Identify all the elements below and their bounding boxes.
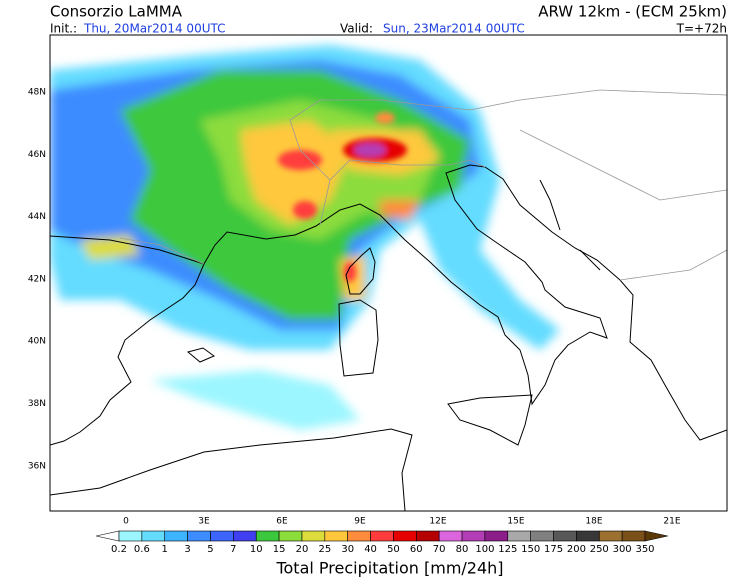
colorbar-swatch (438, 530, 463, 542)
colorbar-label: 125 (498, 544, 517, 555)
colorbar-swatch (598, 530, 623, 542)
coastlines (50, 164, 727, 511)
colorbar-swatch (301, 530, 326, 542)
colorbar-label: 25 (318, 544, 331, 555)
colorbar-label: 30 (341, 544, 354, 555)
colorbar-label: 150 (521, 544, 540, 555)
colorbar-swatch (507, 530, 531, 542)
colorbar-swatch (210, 530, 234, 542)
colorbar-swatch (370, 530, 394, 542)
header-title: Consorzio LaMMA (50, 3, 183, 21)
colorbar-over (644, 530, 668, 542)
colorbar: 0.2 0.6 1 3 5 7 10 15 20 25 30 40 50 60 70 80 100 125 150 1… (96, 530, 668, 555)
map-frame (49, 34, 728, 512)
colorbar-label: 175 (544, 544, 563, 555)
colorbar-under (96, 530, 120, 542)
valid-date: Sun, 23Mar2014 00UTC (383, 22, 525, 36)
colorbar-label: 3 (184, 544, 190, 555)
colorbar-label: 7 (230, 544, 236, 555)
colorbar-swatch (141, 530, 166, 542)
colorbar-label: 50 (387, 544, 400, 555)
lon-label: 21E (663, 517, 680, 527)
colorbar-swatch (164, 530, 188, 542)
lat-label: 40N (28, 337, 46, 347)
forecast-step: T=+72h (676, 22, 727, 36)
colorbar-label: 350 (635, 544, 654, 555)
lon-label: 6E (276, 517, 288, 527)
colorbar-label: 70 (433, 544, 446, 555)
colorbar-swatch (461, 530, 486, 542)
colorbar-swatch (553, 530, 577, 542)
colorbar-swatch (187, 530, 211, 542)
colorbar-swatch (416, 530, 440, 542)
map-area (50, 35, 727, 511)
colorbar-label: 100 (475, 544, 494, 555)
colorbar-swatch (393, 530, 417, 542)
lon-label: 0 (123, 517, 129, 527)
colorbar-title: Total Precipitation [mm/24h] (275, 559, 503, 578)
colorbar-label: 5 (207, 544, 213, 555)
colorbar-label: 60 (410, 544, 423, 555)
precip-cores (278, 112, 407, 282)
lat-label: 46N (28, 150, 46, 160)
colorbar-label: 40 (364, 544, 377, 555)
colorbar-label: 250 (590, 544, 609, 555)
colorbar-label: 0.2 (111, 544, 127, 555)
lon-label: 15E (507, 517, 524, 527)
init-label: Init.: (50, 22, 77, 36)
colorbar-label: 200 (567, 544, 586, 555)
colorbar-swatch (118, 530, 143, 542)
colorbar-swatch (278, 530, 303, 542)
colorbar-label: 15 (273, 544, 286, 555)
lon-label: 18E (585, 517, 602, 527)
colorbar-label: 300 (613, 544, 632, 555)
colorbar-swatch (324, 530, 348, 542)
colorbar-label: 1 (162, 544, 168, 555)
colorbar-label: 10 (250, 544, 263, 555)
lat-label: 48N (28, 88, 46, 98)
lon-label: 3E (198, 517, 210, 527)
lat-label: 36N (28, 461, 46, 471)
lon-label: 12E (429, 517, 446, 527)
colorbar-swatch (621, 530, 646, 542)
valid-label: Valid: (340, 22, 373, 36)
colorbar-label: 20 (296, 544, 309, 555)
borders (119, 89, 727, 281)
graticule-labels: 48N 46N 44N 42N 40N 38N 36N 0 3E 6E 9E 12E 15E 18E 21E (28, 88, 681, 527)
colorbar-swatch (347, 530, 371, 542)
colorbar-swatch (576, 530, 600, 542)
colorbar-swatch (233, 530, 257, 542)
lon-label: 9E (354, 517, 366, 527)
colorbar-swatch (530, 530, 554, 542)
precip-field (50, 45, 560, 430)
colorbar-swatch (484, 530, 509, 542)
lat-label: 38N (28, 399, 46, 409)
colorbar-swatch (255, 530, 280, 542)
lat-label: 44N (28, 212, 46, 222)
colorbar-label: 80 (456, 544, 469, 555)
init-date: Thu, 20Mar2014 00UTC (83, 22, 226, 36)
model-label: ARW 12km - (ECM 25km) (538, 3, 727, 21)
lat-label: 42N (28, 274, 46, 284)
colorbar-label: 0.6 (134, 544, 150, 555)
